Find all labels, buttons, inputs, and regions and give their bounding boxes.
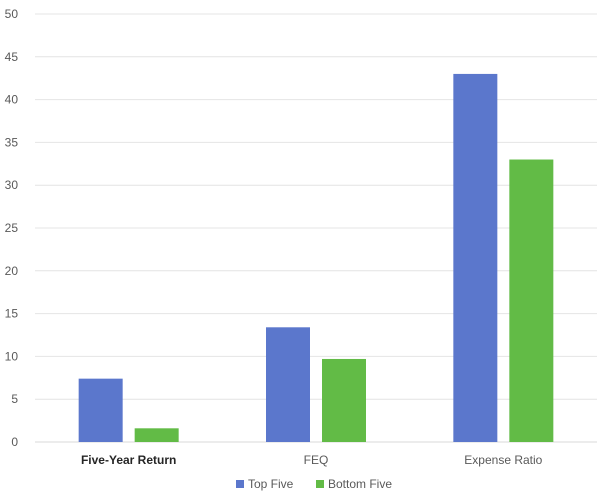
- y-tick-label: 35: [5, 135, 19, 149]
- bar-top-five-expense-ratio: [453, 73, 498, 443]
- y-axis-ticks: 0 5 10 15 20 25 30 35 40 45 50: [5, 7, 19, 449]
- y-tick-label: 30: [5, 178, 19, 192]
- x-category-label: Expense Ratio: [464, 453, 542, 467]
- bars: [78, 73, 554, 443]
- y-tick-label: 50: [5, 7, 19, 21]
- y-tick-label: 15: [5, 307, 19, 321]
- legend-label-bottom-five: Bottom Five: [328, 477, 392, 491]
- y-tick-label: 25: [5, 221, 19, 235]
- y-tick-label: 10: [5, 349, 19, 363]
- legend-label-top-five: Top Five: [248, 477, 294, 491]
- bar-top-five-five-year-return: [78, 378, 123, 442]
- x-category-label: Five-Year Return: [81, 453, 176, 467]
- x-axis-labels: Five-Year Return FEQ Expense Ratio: [81, 453, 543, 467]
- bar-top-five-feq: [266, 327, 310, 442]
- legend-swatch-bottom-five: [316, 480, 324, 488]
- bar-bottom-five-feq: [322, 358, 366, 442]
- y-tick-label: 20: [5, 264, 19, 278]
- y-tick-label: 40: [5, 93, 19, 107]
- y-tick-label: 5: [11, 392, 18, 406]
- gridlines: [35, 13, 597, 443]
- bar-bottom-five-five-year-return: [134, 428, 179, 442]
- y-tick-label: 0: [11, 435, 18, 449]
- x-category-label: FEQ: [304, 453, 329, 467]
- bar-bottom-five-expense-ratio: [509, 159, 554, 442]
- legend-swatch-top-five: [236, 480, 244, 488]
- legend: Top Five Bottom Five: [236, 477, 392, 491]
- y-tick-label: 45: [5, 50, 19, 64]
